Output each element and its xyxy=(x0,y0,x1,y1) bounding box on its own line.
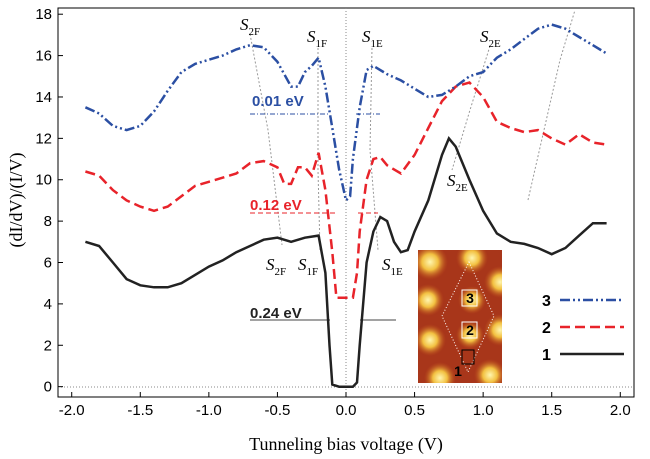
x-axis-title: Tunneling bias voltage (V) xyxy=(249,434,443,455)
state-label: S1E xyxy=(362,27,383,50)
state-subscript: 1F xyxy=(316,38,328,50)
y-tick-label: 18 xyxy=(35,6,52,23)
legend-label: 2 xyxy=(542,320,551,337)
x-tick-label: 1.5 xyxy=(541,402,562,419)
x-tick-label: -2.0 xyxy=(59,402,85,419)
state-label: S1E xyxy=(382,255,403,278)
state-subscript: 1E xyxy=(391,266,404,278)
y-axis-title: (dI/dV)/(I/V) xyxy=(6,153,27,248)
inset-label: 2 xyxy=(466,322,474,338)
state-label: S2E xyxy=(480,27,501,50)
x-tick-label: 1.0 xyxy=(473,402,494,419)
y-tick-label: 0 xyxy=(44,379,52,396)
y-tick-label: 4 xyxy=(44,296,52,313)
stm-inset xyxy=(412,242,516,394)
gap-label: 0.01 eV xyxy=(252,93,304,110)
y-tick-label: 8 xyxy=(44,213,52,230)
x-tick-label: -0.5 xyxy=(264,402,290,419)
x-tick-label: -1.0 xyxy=(196,402,222,419)
legend-label: 3 xyxy=(542,293,551,310)
legend-label: 1 xyxy=(542,347,551,364)
state-subscript: 1F xyxy=(307,266,319,278)
y-tick-label: 10 xyxy=(35,172,52,189)
state-subscript: 2E xyxy=(456,182,469,194)
gap-label: 0.12 eV xyxy=(250,197,302,214)
state-label: S1F xyxy=(298,255,318,278)
series-line xyxy=(85,138,606,386)
y-tick-label: 16 xyxy=(35,48,52,65)
state-label: S2E xyxy=(447,171,468,194)
state-subscript: 2F xyxy=(275,266,287,278)
series-line xyxy=(85,83,606,298)
inset-label: 3 xyxy=(466,290,474,306)
x-tick-label: 0.5 xyxy=(404,402,425,419)
inset-label: 1 xyxy=(454,363,462,379)
gap-arrows xyxy=(250,114,396,320)
state-subscript: 2F xyxy=(249,26,261,38)
x-tick-label: 0.0 xyxy=(336,402,357,419)
y-tick-label: 14 xyxy=(35,89,52,106)
y-tick-label: 12 xyxy=(35,130,52,147)
x-tick-label: 2.0 xyxy=(610,402,631,419)
y-tick-label: 6 xyxy=(44,255,52,272)
state-subscript: 1E xyxy=(371,38,384,50)
state-label: S1F xyxy=(307,27,327,50)
guide-lines xyxy=(250,10,575,250)
gap-label: 0.24 eV xyxy=(250,305,302,322)
state-subscript: 2E xyxy=(489,38,502,50)
y-tick-label: 2 xyxy=(44,337,52,354)
x-tick-label: -1.5 xyxy=(127,402,153,419)
state-label: S2F xyxy=(240,15,260,38)
state-label: S2F xyxy=(266,255,286,278)
chart: Tunneling bias voltage (V) (dI/dV)/(I/V)… xyxy=(0,0,650,459)
